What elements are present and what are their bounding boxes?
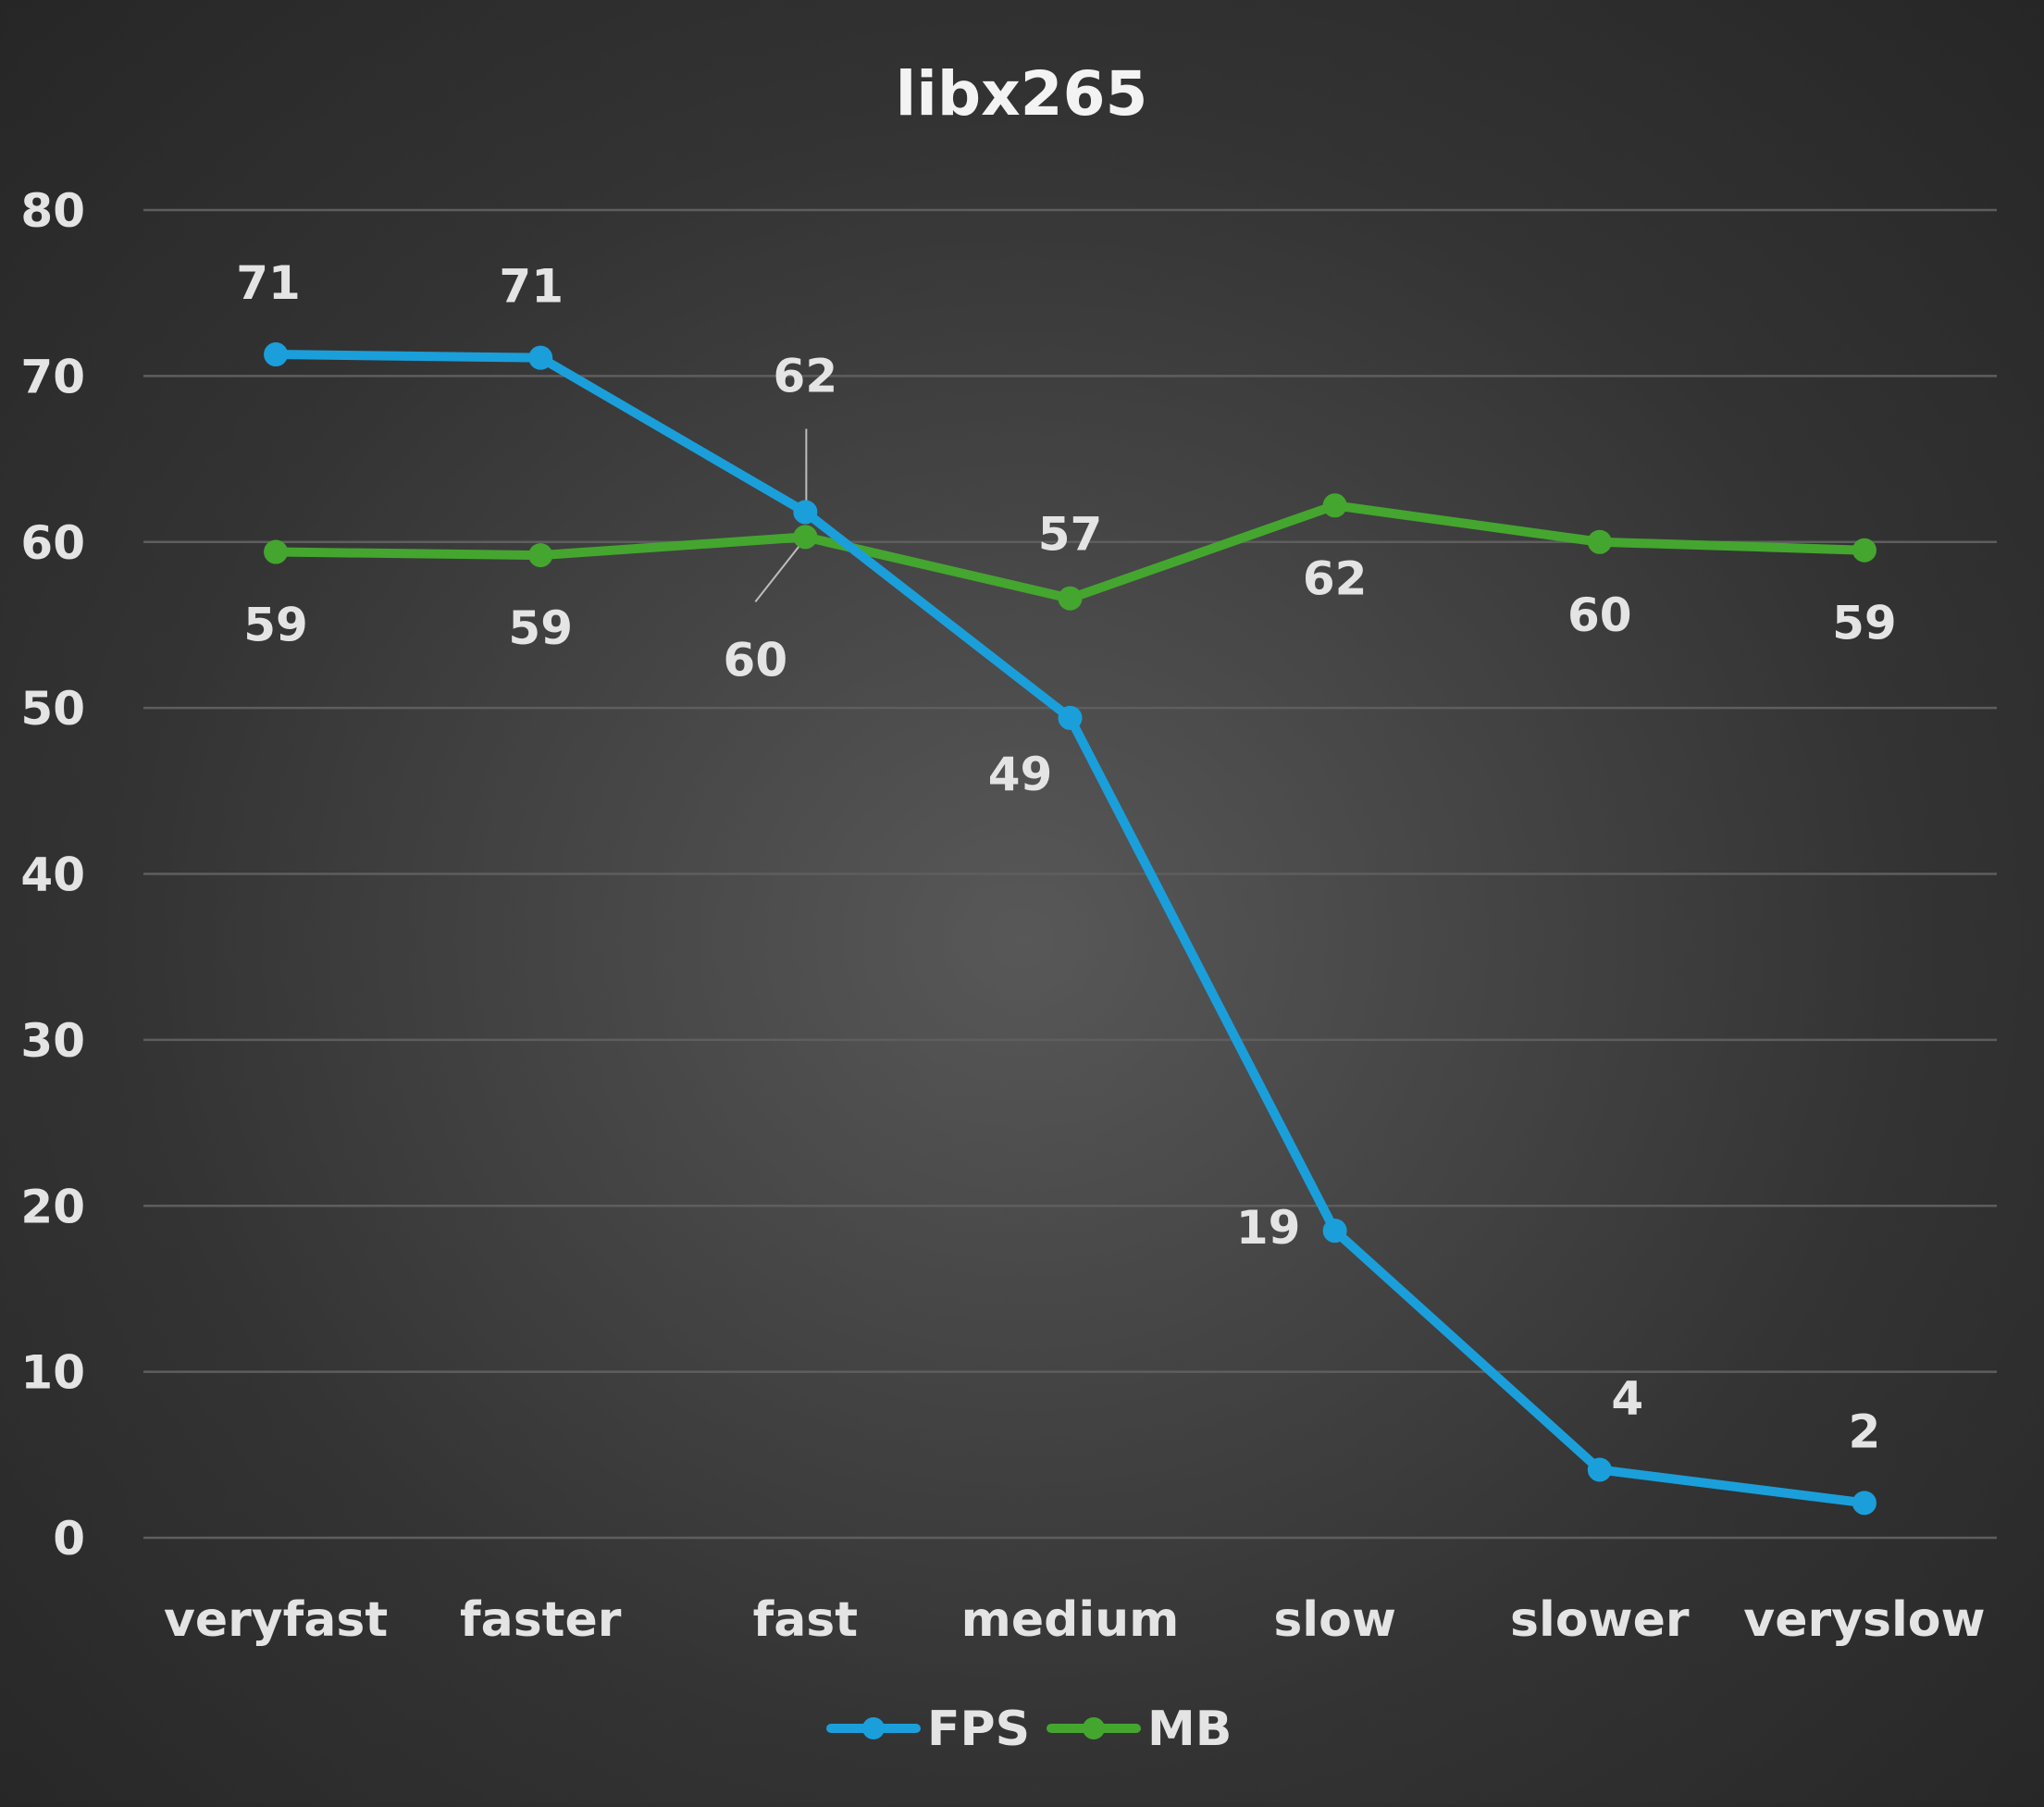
data-point-mb <box>1587 529 1612 554</box>
y-tick-label: 40 <box>20 848 85 902</box>
legend-swatch-marker <box>1083 1717 1105 1739</box>
data-label-mb: 62 <box>1303 551 1368 605</box>
data-point-mb <box>793 525 818 550</box>
data-point-fps <box>1322 1219 1347 1244</box>
legend: FPS MB <box>826 1702 1232 1757</box>
leader-line <box>754 539 805 602</box>
x-axis-ticks: veryfast faster fast medium slow slower verysl… <box>164 1592 1986 1648</box>
data-label-fps: 19 <box>1236 1201 1301 1255</box>
x-tick-label: medium <box>961 1592 1180 1648</box>
data-point-fps <box>1852 1491 1877 1516</box>
data-point-fps <box>793 500 818 525</box>
data-labels: 71 71 62 49 19 4 2 59 59 60 57 62 60 59 <box>236 256 1896 1458</box>
legend-label: MB <box>1147 1702 1232 1757</box>
x-tick-label: veryslow <box>1743 1592 1985 1648</box>
data-point-fps <box>1587 1457 1612 1482</box>
legend-swatch-marker <box>862 1717 885 1739</box>
data-point-mb <box>264 539 289 564</box>
data-point-mb <box>1058 586 1083 611</box>
legend-item-fps: FPS <box>826 1702 1030 1757</box>
data-point-fps <box>1058 705 1083 730</box>
data-point-fps <box>528 345 553 370</box>
series-lines <box>264 342 1877 1516</box>
y-tick-label: 60 <box>20 516 85 570</box>
data-label-mb: 59 <box>1832 597 1897 650</box>
data-point-mb <box>1322 493 1347 518</box>
chart-title: libx265 <box>896 58 1148 130</box>
legend-label: FPS <box>927 1702 1030 1757</box>
x-tick-label: slower <box>1510 1592 1690 1648</box>
y-tick-label: 50 <box>20 682 85 736</box>
y-axis-ticks: 0 10 20 30 40 50 60 70 80 <box>20 184 85 1566</box>
data-label-fps: 49 <box>988 748 1053 801</box>
data-label-mb: 59 <box>243 599 308 652</box>
data-label-mb: 59 <box>508 601 573 655</box>
y-tick-label: 0 <box>53 1512 85 1566</box>
data-label-mb: 57 <box>1038 508 1103 562</box>
data-label-fps: 71 <box>236 256 301 310</box>
y-tick-label: 20 <box>20 1180 85 1233</box>
gridlines <box>143 208 1997 1540</box>
series-fps <box>264 342 1877 1516</box>
series-mb <box>264 493 1877 611</box>
data-point-mb <box>528 543 553 568</box>
label-leader-lines <box>754 428 808 602</box>
data-label-fps: 4 <box>1611 1371 1643 1425</box>
data-point-fps <box>264 342 289 367</box>
x-tick-label: fast <box>753 1592 859 1648</box>
data-point-mb <box>1852 538 1877 563</box>
x-tick-label: veryfast <box>164 1592 388 1648</box>
data-label-fps: 2 <box>1849 1405 1881 1458</box>
data-label-mb: 60 <box>1567 588 1632 642</box>
y-tick-label: 70 <box>20 350 85 403</box>
data-label-mb: 60 <box>724 633 788 687</box>
y-tick-label: 10 <box>20 1346 85 1400</box>
legend-item-mb: MB <box>1047 1702 1232 1757</box>
data-label-fps: 62 <box>774 349 838 402</box>
y-tick-label: 80 <box>20 184 85 238</box>
x-tick-label: slow <box>1273 1592 1396 1648</box>
data-label-fps: 71 <box>499 260 564 314</box>
y-tick-label: 30 <box>20 1014 85 1068</box>
x-tick-label: faster <box>460 1592 622 1648</box>
